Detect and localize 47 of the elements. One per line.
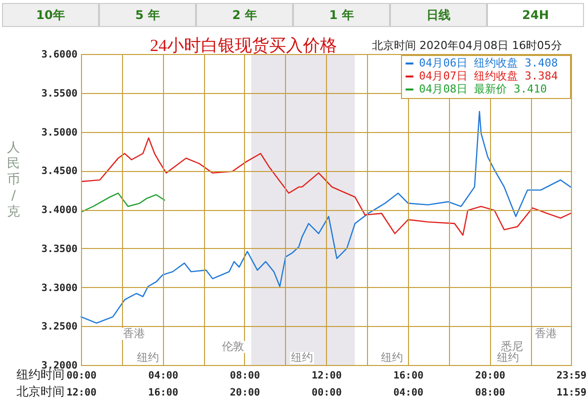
x-tick-label: 23:59 — [556, 370, 587, 382]
x2-tick-label: 04:00 — [393, 388, 424, 398]
x-tick-label: 04:00 — [148, 370, 178, 382]
legend-label: 04月07日 纽约收盘 3.384 — [419, 70, 558, 82]
x-tick-label: 16:00 — [393, 370, 424, 382]
x-tick-label: 20:00 — [475, 370, 506, 382]
x2-tick-label: 16:00 — [148, 388, 178, 398]
annotation: 悉尼 — [500, 340, 524, 353]
x2-tick-label: 00:00 — [312, 388, 342, 398]
y-tick-label: 3.4000 — [41, 205, 78, 216]
line-series — [81, 192, 166, 212]
y-tick-label: 3.5500 — [41, 88, 78, 100]
x-tick-label: 12:00 — [312, 370, 342, 382]
legend-label: 04月06日 纽约收盘 3.408 — [419, 56, 558, 70]
annotation: 纽约 — [290, 351, 314, 364]
chart-subtitle: 北京时间 2020年04月08日 16时05分 — [372, 38, 562, 53]
y-tick-label: 3.6000 — [41, 50, 78, 60]
x2-tick-label: 20:00 — [230, 388, 260, 398]
text: 5 年 — [99, 3, 196, 27]
text: 10年 — [2, 3, 99, 27]
y-tick-label: 3.4500 — [41, 166, 78, 178]
y-tick-label: 3.3500 — [41, 244, 78, 255]
y-axis-title: 人民币/克 — [7, 140, 20, 220]
chart-title: 24小时白银现货买入价格 — [150, 35, 337, 57]
text: 2 年 — [196, 3, 293, 27]
y-tick-label: 3.3000 — [41, 282, 78, 294]
text: 24H — [487, 3, 584, 27]
annotation: 香港 — [122, 327, 146, 340]
x2-axis-title: 北京时间 — [16, 384, 64, 398]
annotation: 伦敦 — [221, 340, 245, 353]
line-series — [81, 137, 572, 236]
x-tick-label: 00:00 — [66, 370, 97, 382]
legend-label: 04月08日 最新价 3.410 — [419, 82, 547, 96]
y-tick-label: 3.5000 — [41, 127, 78, 138]
text: 1 年 — [293, 3, 390, 27]
x2-tick-label: 12:00 — [66, 388, 97, 398]
annotation: 纽约 — [136, 351, 160, 364]
text: 日线 — [390, 3, 487, 27]
x-axis-title: 纽约时间 — [16, 368, 64, 382]
line-series — [80, 110, 572, 324]
annotation: 纽约 — [496, 351, 520, 364]
annotation: 香港 — [534, 327, 558, 340]
y-tick-label: 3.2500 — [41, 322, 78, 333]
x2-tick-label: 11:59 — [556, 388, 587, 398]
x2-tick-label: 08:00 — [475, 388, 506, 398]
x-tick-label: 08:00 — [230, 370, 260, 382]
annotation: 纽约 — [380, 351, 404, 364]
